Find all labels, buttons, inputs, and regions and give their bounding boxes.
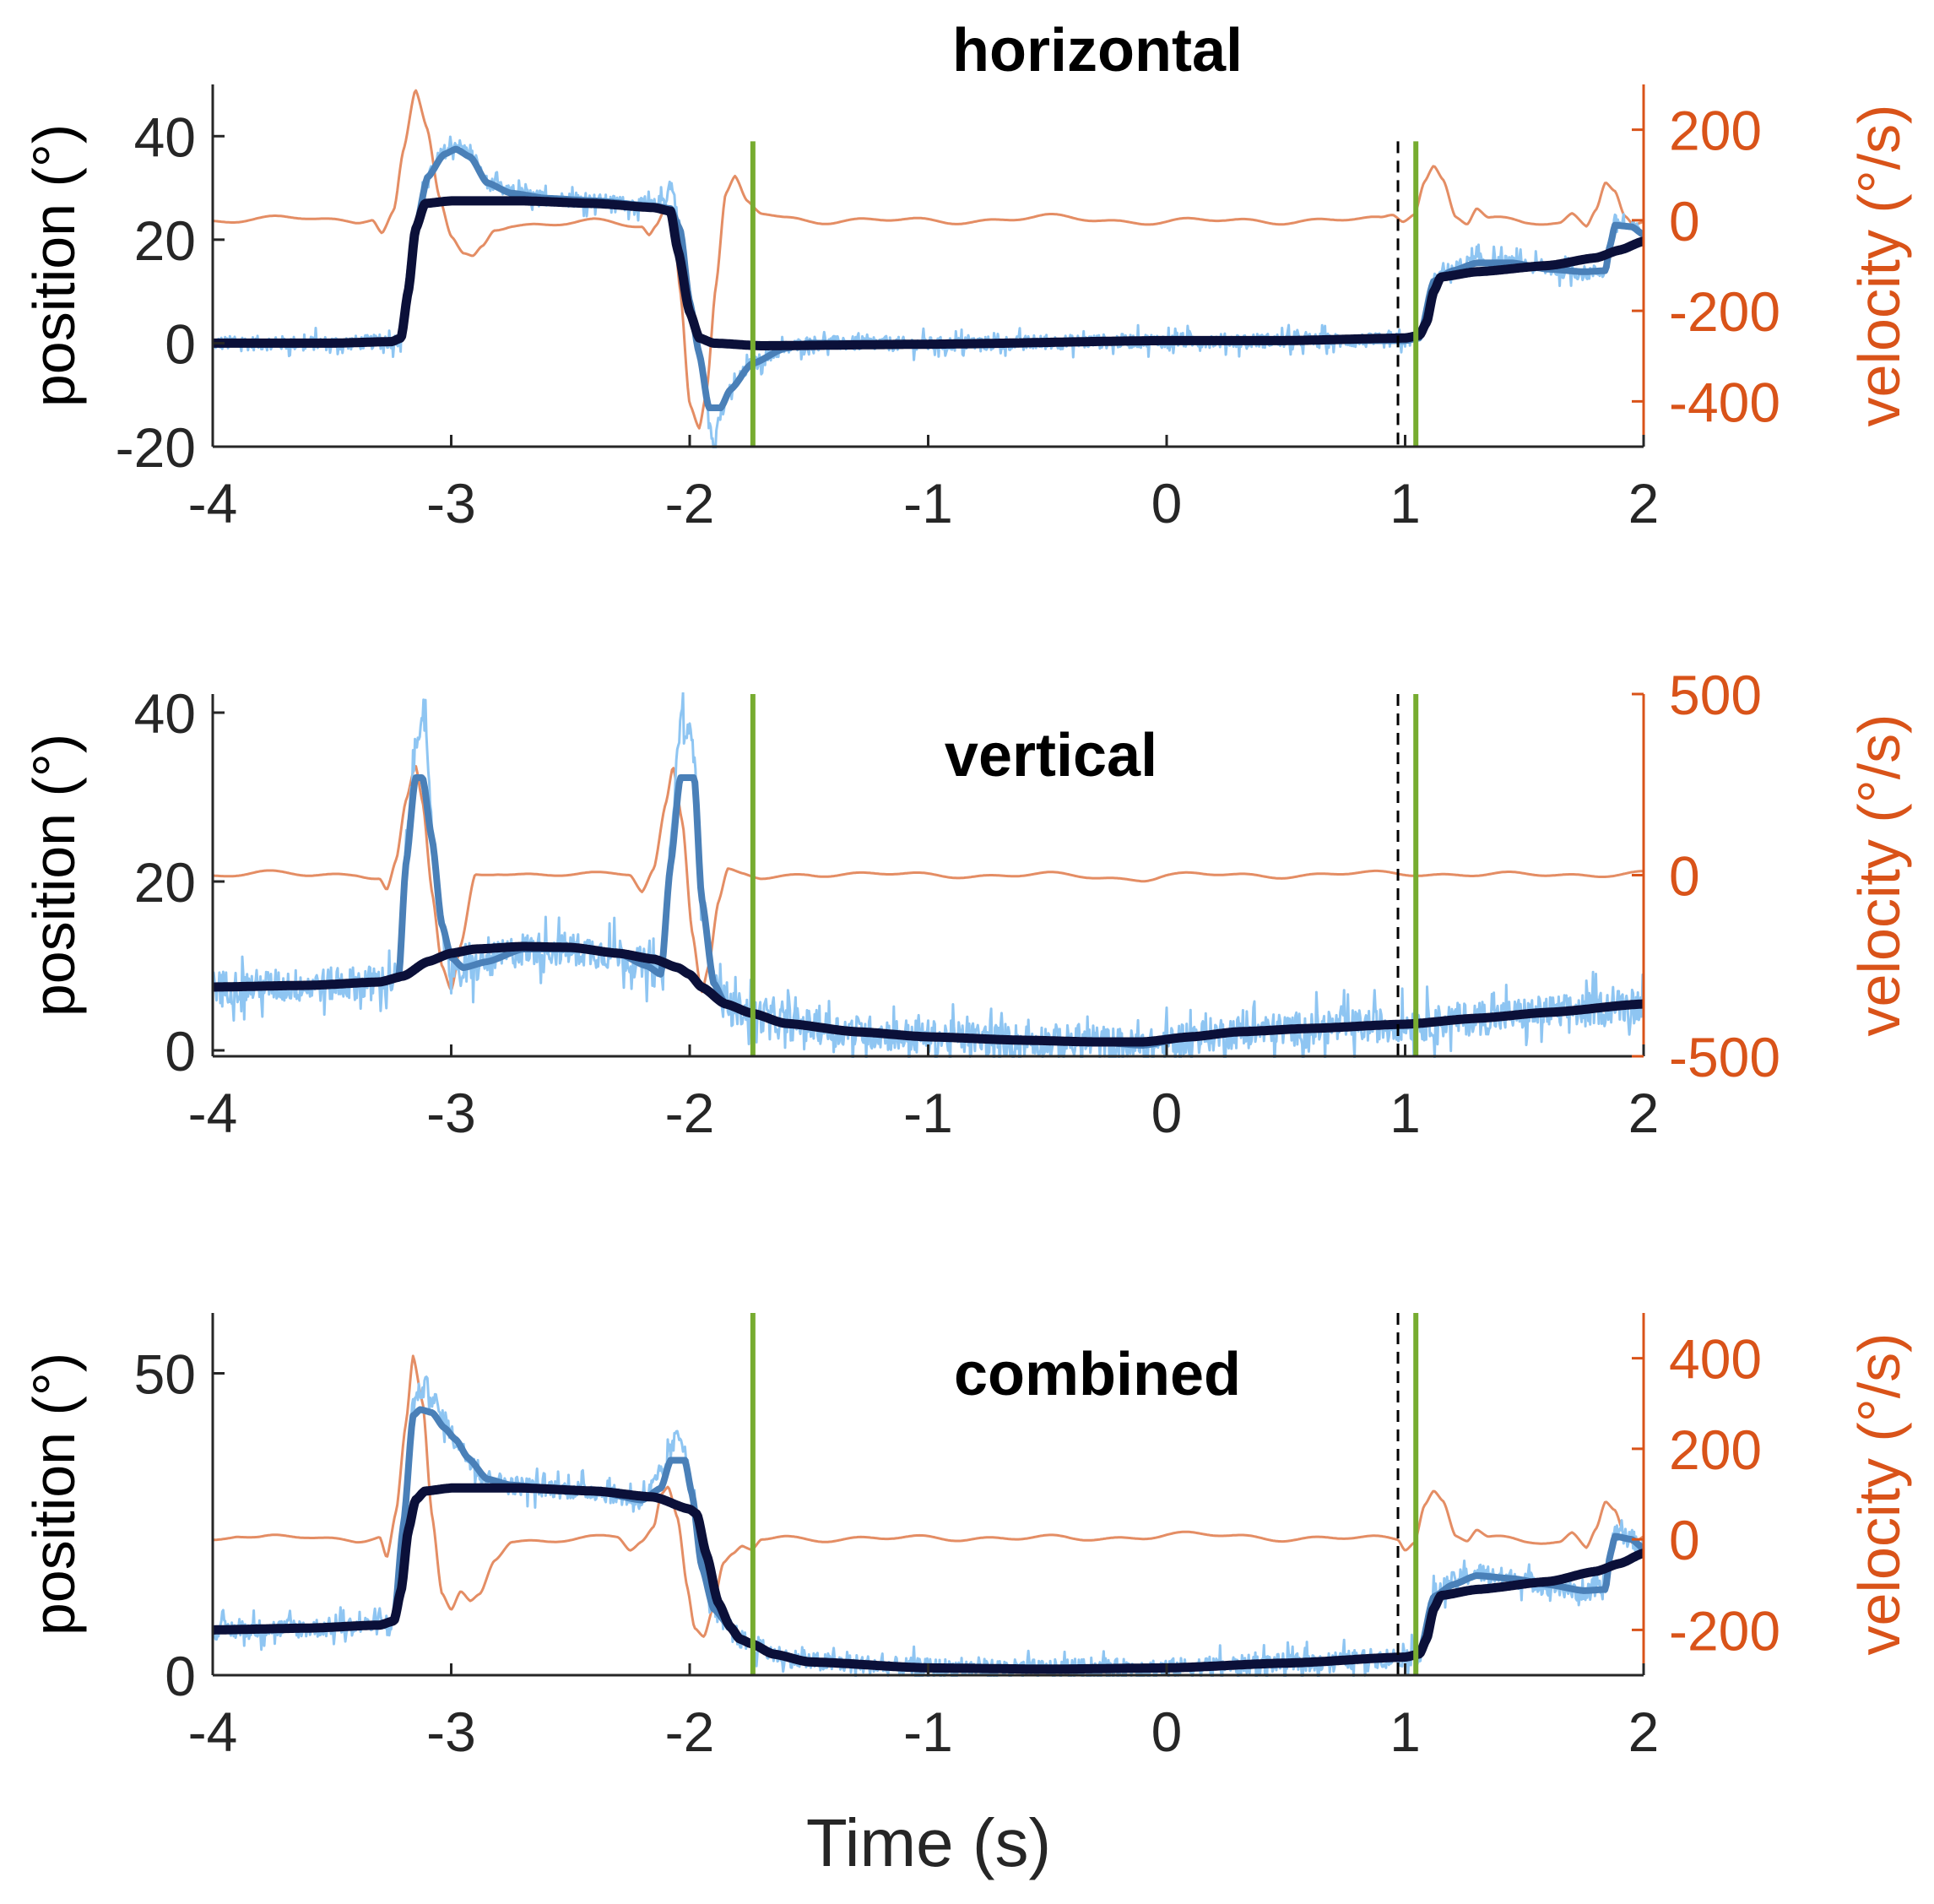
x-tick-label: -4 bbox=[188, 472, 238, 534]
series-velocity bbox=[213, 1354, 1644, 1638]
y-tick-label-right: -200 bbox=[1669, 1599, 1780, 1662]
y-tick-label-left: 20 bbox=[134, 851, 196, 914]
series-gaze-filtered bbox=[213, 145, 1644, 411]
y-tick-label-right: 400 bbox=[1669, 1328, 1762, 1391]
x-tick-label: -2 bbox=[665, 1701, 715, 1763]
series-gaze-raw bbox=[213, 135, 1644, 448]
series-head bbox=[213, 196, 1644, 350]
x-tick-label: -1 bbox=[903, 1082, 953, 1144]
y-tick-label-right: 0 bbox=[1669, 845, 1700, 908]
x-tick-label: 1 bbox=[1390, 1701, 1421, 1763]
y-tick-label-left: 0 bbox=[165, 312, 196, 375]
x-tick-label: 1 bbox=[1390, 472, 1421, 534]
panel-combined: -4 -3 -2 -1 0 1 2 0 50 -200 0 200 400 position (°) vel… bbox=[21, 1313, 1912, 1763]
x-tick-label: -2 bbox=[665, 1082, 715, 1144]
y-tick-label-left: 20 bbox=[134, 209, 196, 272]
y-axis-label-left: position (°) bbox=[21, 1353, 87, 1635]
y-tick-label-left: 0 bbox=[165, 1645, 196, 1707]
y-tick-label-left: 0 bbox=[165, 1020, 196, 1082]
panel-title: horizontal bbox=[952, 17, 1243, 84]
x-tick-label: -3 bbox=[426, 1082, 476, 1144]
plot-area bbox=[213, 89, 1644, 448]
y-tick-label-left: 40 bbox=[134, 682, 196, 745]
x-tick-label: 0 bbox=[1151, 1701, 1183, 1763]
x-tick-label: -4 bbox=[188, 1082, 238, 1144]
y-tick-label-left: 50 bbox=[134, 1343, 196, 1406]
x-axis-label: Time (s) bbox=[806, 1805, 1051, 1880]
y-tick-label-right: 0 bbox=[1669, 1509, 1700, 1571]
y-tick-label-left: -20 bbox=[116, 416, 196, 479]
y-tick-label-right: 0 bbox=[1669, 190, 1700, 252]
y-tick-label-right: 500 bbox=[1669, 664, 1762, 726]
plot-area bbox=[213, 1354, 1644, 1677]
x-tick-label: 2 bbox=[1628, 1701, 1660, 1763]
x-tick-label: 2 bbox=[1628, 472, 1660, 534]
panel-horizontal: -4 -3 -2 -1 0 1 2-2002040-400-2000200position … bbox=[21, 17, 1912, 534]
y-tick-label-right: 200 bbox=[1669, 100, 1762, 162]
y-tick-label-right: -400 bbox=[1669, 371, 1780, 433]
x-tick-label: 2 bbox=[1628, 1082, 1660, 1144]
series-head bbox=[213, 1483, 1644, 1674]
y-tick-label-right: -200 bbox=[1669, 280, 1780, 343]
plot-area bbox=[213, 692, 1644, 1058]
panel-title: combined bbox=[954, 1341, 1241, 1408]
y-axis-label-right: velocity (°/s) bbox=[1846, 714, 1912, 1037]
y-axis-label-left: position (°) bbox=[21, 124, 87, 407]
x-tick-label: 0 bbox=[1151, 472, 1183, 534]
y-axis-label-right: velocity (°/s) bbox=[1846, 1333, 1912, 1656]
y-tick-label-right: 200 bbox=[1669, 1419, 1762, 1481]
series-gaze-raw bbox=[213, 1375, 1644, 1677]
series-velocity bbox=[213, 89, 1644, 430]
x-tick-label: -4 bbox=[188, 1701, 238, 1763]
y-tick-label-left: 40 bbox=[134, 106, 196, 168]
y-axis-label-left: position (°) bbox=[21, 734, 87, 1017]
x-tick-label: -1 bbox=[903, 472, 953, 534]
x-tick-label: -3 bbox=[426, 472, 476, 534]
x-tick-label: -3 bbox=[426, 1701, 476, 1763]
x-tick-label: 1 bbox=[1390, 1082, 1421, 1144]
y-axis-label-right: velocity (°/s) bbox=[1846, 105, 1912, 427]
x-tick-label: -2 bbox=[665, 472, 715, 534]
x-tick-label: -1 bbox=[903, 1701, 953, 1763]
panel-title: vertical bbox=[945, 722, 1157, 789]
x-tick-label: 0 bbox=[1151, 1082, 1183, 1144]
y-tick-label-right: -500 bbox=[1669, 1026, 1780, 1088]
series-head bbox=[213, 941, 1644, 1047]
